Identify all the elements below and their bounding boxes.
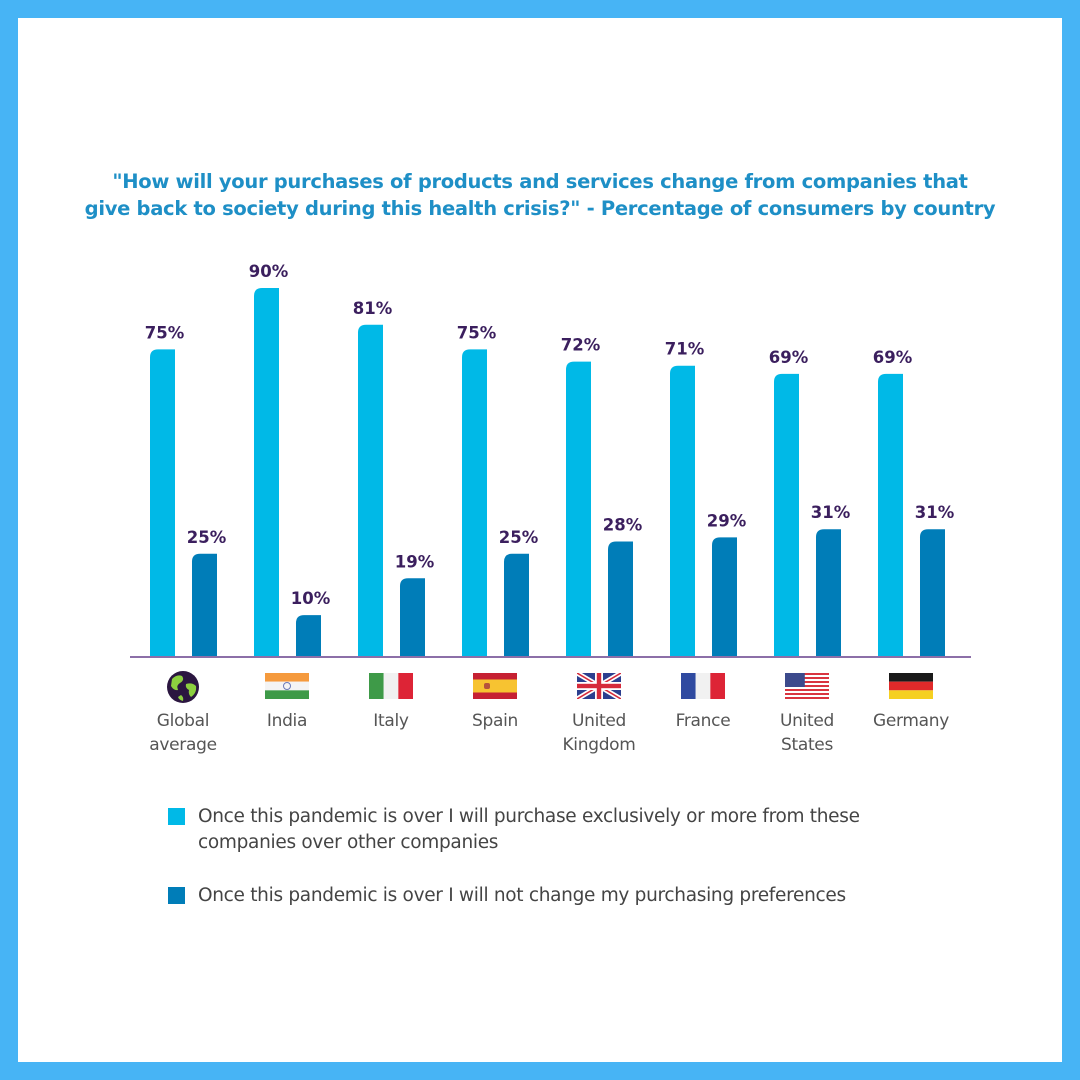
bar-no-change	[920, 529, 945, 656]
bar-value-label: 71%	[665, 340, 705, 359]
spain-flag-icon	[473, 673, 517, 703]
bar-will-purchase-more	[670, 365, 695, 656]
bar-value-label: 25%	[187, 528, 227, 547]
category-label-line: average	[149, 735, 217, 755]
chart-title: "How will your purchases of products and…	[0, 168, 1080, 222]
bar-will-purchase-more	[150, 349, 175, 656]
legend-item-exclusive: Once this pandemic is over I will purcha…	[168, 804, 898, 856]
us-flag-icon	[785, 673, 829, 703]
category-label: Germany	[856, 709, 966, 733]
germany-flag-icon	[889, 673, 933, 703]
bar-value-label: 81%	[353, 299, 393, 318]
bar-will-purchase-more	[462, 349, 487, 656]
uk-flag-icon	[575, 670, 623, 703]
category-label: United States	[752, 709, 862, 757]
bar-value-label: 19%	[395, 552, 435, 571]
category-label: India	[232, 709, 342, 733]
bar-value-label: 31%	[915, 503, 955, 522]
category-label-line: Italy	[373, 711, 409, 731]
category-label-line: United	[571, 711, 627, 731]
category-label: France	[648, 709, 758, 733]
bar-value-label: 10%	[291, 589, 331, 608]
legend-swatch-light	[168, 808, 185, 825]
india-flag-icon	[265, 673, 309, 703]
category-label-line: Germany	[872, 711, 950, 731]
chart-title-line-1: "How will your purchases of products and…	[112, 170, 968, 193]
category-label-line: India	[266, 711, 308, 731]
legend-text-line: companies over other companies	[198, 832, 499, 853]
globe-icon	[166, 670, 200, 708]
bar-no-change	[608, 541, 633, 656]
category-label: Spain	[440, 709, 550, 733]
bar-no-change	[296, 615, 321, 656]
category-label-line: France	[675, 711, 731, 731]
italy-flag-icon	[369, 673, 413, 703]
bar-will-purchase-more	[878, 373, 903, 656]
bar-no-change	[712, 537, 737, 656]
bar-value-label: 69%	[873, 348, 913, 367]
bar-will-purchase-more	[254, 288, 279, 656]
bar-no-change	[192, 553, 217, 656]
bar-value-label: 29%	[707, 511, 747, 530]
bar-value-label: 72%	[561, 336, 601, 355]
category-label: Global average	[128, 709, 238, 757]
bar-will-purchase-more	[774, 373, 799, 656]
bar-no-change	[504, 553, 529, 656]
france-flag-icon	[681, 673, 725, 703]
bar-value-label: 75%	[145, 323, 185, 342]
bar-value-label: 90%	[249, 262, 289, 281]
category-label: United Kingdom	[544, 709, 654, 757]
bar-will-purchase-more	[358, 324, 383, 656]
legend-text-line: Once this pandemic is over I will purcha…	[198, 806, 860, 827]
legend-swatch-dark	[168, 887, 185, 904]
category-label-line: States	[780, 735, 834, 755]
legend-item-no-change: Once this pandemic is over I will not ch…	[168, 883, 898, 909]
bar-value-label: 69%	[769, 348, 809, 367]
bar-value-label: 28%	[603, 516, 643, 535]
category-label-line: Global	[156, 711, 210, 731]
bar-no-change	[816, 529, 841, 656]
bar-value-label: 25%	[499, 528, 539, 547]
bar-value-label: 75%	[457, 323, 497, 342]
category-label-line: Spain	[472, 711, 518, 731]
bar-value-label: 31%	[811, 503, 851, 522]
legend-text-line: Once this pandemic is over I will not ch…	[198, 885, 846, 906]
bar-no-change	[400, 578, 425, 656]
chart-title-line-2: give back to society during this health …	[84, 197, 996, 220]
category-label-line: United	[779, 711, 835, 731]
category-label: Italy	[336, 709, 446, 733]
category-label-line: Kingdom	[562, 735, 636, 755]
bar-will-purchase-more	[566, 361, 591, 656]
